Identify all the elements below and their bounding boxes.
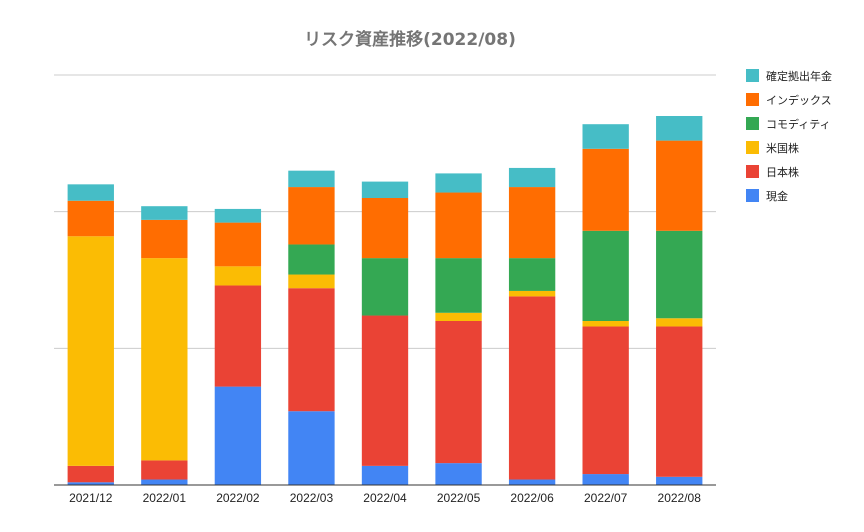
- bar-segment: [214, 208, 262, 223]
- x-tick-label: 2022/01: [143, 491, 187, 505]
- bar-segment: [67, 200, 114, 237]
- bar-segment: [67, 465, 114, 483]
- bar-segment: [67, 482, 114, 485]
- bar-segment: [656, 230, 703, 319]
- bar-segment: [582, 124, 629, 149]
- bars: [67, 116, 703, 485]
- bar-segment: [508, 290, 556, 297]
- bar-segment: [141, 258, 188, 461]
- legend-swatch: [746, 117, 759, 130]
- legend-swatch: [746, 189, 759, 202]
- bar-segment: [582, 326, 629, 475]
- bar-segment: [508, 296, 556, 480]
- legend-label: 日本株: [766, 165, 799, 179]
- bar-segment: [141, 219, 188, 259]
- x-tick-label: 2022/03: [290, 491, 334, 505]
- chart-title: リスク資産推移(2022/08): [304, 29, 516, 50]
- x-axis: 2021/12 2022/01 2022/02 2022/03 2022/04 2022/…: [54, 484, 716, 505]
- bar-segment: [214, 266, 262, 286]
- bar-segment: [582, 321, 629, 327]
- x-tick-label: 2021/12: [69, 491, 113, 505]
- bar-segment: [361, 465, 409, 485]
- bar-segment: [656, 476, 703, 485]
- bar-segment: [141, 479, 188, 485]
- bar-segment: [288, 411, 335, 485]
- x-tick-label: 2022/04: [363, 491, 407, 505]
- bar-segment: [656, 326, 703, 477]
- bar-segment: [67, 184, 114, 201]
- bar-segment: [435, 321, 482, 464]
- legend-label: 確定拠出年金: [766, 69, 832, 83]
- bar-segment: [435, 173, 482, 193]
- bar-segment: [508, 167, 556, 188]
- bar-segment: [508, 187, 556, 259]
- bar-segment: [288, 274, 335, 289]
- legend-swatch: [746, 93, 759, 106]
- bar-segment: [288, 288, 335, 412]
- bar-segment: [582, 148, 629, 231]
- bar-segment: [582, 230, 629, 321]
- bar-segment: [141, 206, 188, 220]
- bar-segment: [214, 285, 262, 387]
- legend-swatch: [746, 69, 759, 82]
- bar-segment: [361, 181, 409, 198]
- bar-segment: [656, 116, 703, 141]
- x-tick-label: 2022/02: [216, 491, 260, 505]
- legend-swatch: [746, 141, 759, 154]
- bar-segment: [435, 192, 482, 259]
- bar-segment: [214, 222, 262, 267]
- bar-segment: [141, 460, 188, 480]
- legend-label: 現金: [766, 189, 788, 203]
- bar-segment: [656, 140, 703, 231]
- x-tick-label: 2022/07: [584, 491, 628, 505]
- bar-segment: [288, 244, 335, 275]
- bar-segment: [435, 258, 482, 313]
- bar-segment: [435, 463, 482, 485]
- x-tick-label: 2022/06: [510, 491, 554, 505]
- bar-segment: [508, 479, 556, 485]
- legend-label: 米国株: [766, 141, 799, 155]
- bar-segment: [288, 187, 335, 245]
- bar-segment: [582, 474, 629, 485]
- legend-label: コモディティ: [766, 117, 831, 131]
- bar-segment: [361, 315, 409, 466]
- x-tick-label: 2022/05: [437, 491, 481, 505]
- bar-segment: [214, 386, 262, 485]
- bar-segment: [361, 198, 409, 259]
- legend-swatch: [746, 165, 759, 178]
- bar-segment: [361, 258, 409, 316]
- bar-segment: [288, 170, 335, 188]
- bar-segment: [435, 312, 482, 321]
- x-tick-label: 2022/08: [658, 491, 702, 505]
- bar-segment: [508, 258, 556, 291]
- bar-segment: [656, 318, 703, 327]
- legend-label: インデックス: [766, 93, 832, 107]
- bar-segment: [67, 236, 114, 466]
